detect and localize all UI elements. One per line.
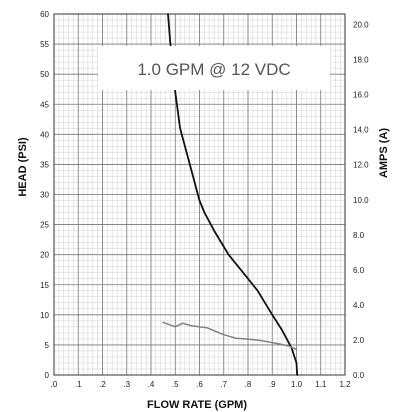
y-tick-label: 20	[40, 251, 49, 260]
x-tick-label: 1.1	[315, 380, 327, 389]
y2-tick-label: 10.0	[353, 196, 369, 205]
y-tick-label: 15	[40, 281, 49, 290]
y-tick-label: 30	[40, 191, 49, 200]
annotation-box: 1.0 GPM @ 12 VDC	[98, 46, 330, 90]
y2-tick-label: 6.0	[353, 266, 365, 275]
y2-tick-label: 16.0	[353, 91, 369, 100]
plot-area-frame	[53, 13, 346, 376]
y-tick-label: 40	[40, 130, 49, 139]
x-tick-label: .5	[172, 380, 179, 389]
x-tick-label: .8	[245, 380, 252, 389]
y2-tick-label: 2.0	[353, 336, 365, 345]
y-axis-title: HEAD (PSI)	[17, 137, 29, 197]
y2-axis-title: AMPS (A)	[378, 128, 390, 178]
amps-curve-line	[162, 321, 298, 351]
y2-tick-labels: 0.0 2.0 4.0 6.0 8.0 10.0 12.0 14.0 16.0 18.0 20.0	[353, 21, 369, 380]
y-tick-label: 55	[40, 40, 49, 49]
y2-tick-label: 20.0	[353, 21, 369, 30]
y2-tick-label: 4.0	[353, 301, 365, 310]
y-tick-labels: 0 5 10 15 20 25 30 35 40 45 50 55 60	[40, 10, 49, 380]
y-tick-label: 35	[40, 160, 49, 169]
head-curve-line	[167, 13, 299, 376]
x-tick-label: .0	[51, 380, 58, 389]
y-tick-label: 45	[40, 100, 49, 109]
y2-tick-label: 12.0	[353, 161, 369, 170]
x-tick-label: .4	[148, 380, 155, 389]
series-layer	[162, 13, 299, 376]
y-tick-label: 5	[45, 341, 50, 350]
x-axis-title: FLOW RATE (GPM)	[147, 399, 247, 411]
x-tick-label: 1.2	[339, 380, 351, 389]
y-tick-label: 60	[40, 10, 49, 19]
x-tick-label: .6	[196, 380, 203, 389]
x-tick-labels: .0 .1 .2 .3 .4 .5 .6 .7 .8 .9 1.0 1.1 1.2	[51, 380, 351, 389]
x-tick-label: .2	[99, 380, 106, 389]
y-tick-label: 0	[45, 371, 50, 380]
y-tick-label: 50	[40, 70, 49, 79]
y2-tick-label: 0.0	[353, 371, 365, 380]
x-tick-label: .7	[220, 380, 227, 389]
y-tick-label: 10	[40, 311, 49, 320]
x-tick-label: 1.0	[291, 380, 303, 389]
x-tick-label: .1	[75, 380, 82, 389]
x-tick-label: .9	[269, 380, 276, 389]
y-tick-label: 25	[40, 221, 49, 230]
y2-tick-label: 14.0	[353, 126, 369, 135]
y2-tick-label: 18.0	[353, 56, 369, 65]
x-tick-label: .3	[123, 380, 130, 389]
y2-tick-label: 8.0	[353, 231, 365, 240]
annotation-text: 1.0 GPM @ 12 VDC	[137, 60, 290, 79]
